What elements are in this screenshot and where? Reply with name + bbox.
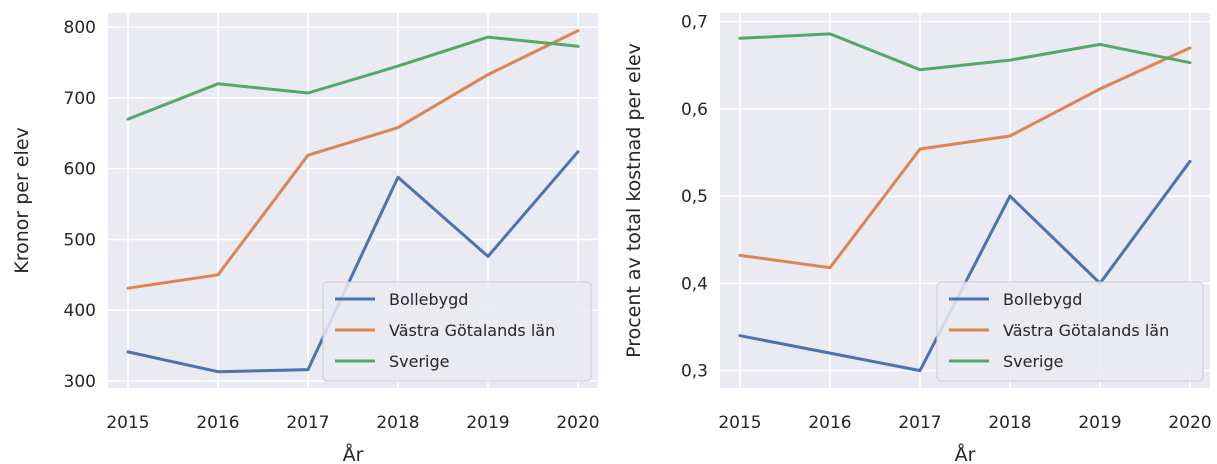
y-axis-label: Procent av total kostnad per elev bbox=[623, 43, 645, 358]
x-tick-label: 2015 bbox=[718, 413, 761, 433]
y-axis-label: Kronor per elev bbox=[11, 127, 33, 274]
legend-box bbox=[322, 281, 592, 382]
x-tick-label: 2017 bbox=[286, 413, 329, 433]
chart-panel-1: 2015 2016 2017 2018 2019 2020 300 400 500 600 700 8… bbox=[11, 13, 600, 464]
x-tick-label: 2020 bbox=[1168, 413, 1211, 433]
legend: Bollebygd Västra Götalands län Sverige bbox=[936, 281, 1204, 382]
legend-label: Västra Götalands län bbox=[389, 321, 555, 340]
x-axis-label: År bbox=[343, 443, 364, 464]
y-tick-label: 0,3 bbox=[681, 362, 708, 382]
y-tick-label: 0,5 bbox=[681, 187, 708, 207]
y-tick-label: 300 bbox=[64, 372, 96, 392]
legend-label: Sverige bbox=[1003, 352, 1064, 371]
y-tick-label: 800 bbox=[64, 18, 96, 38]
series-line-sverige bbox=[738, 32, 1192, 72]
x-tick-label: 2016 bbox=[196, 413, 239, 433]
legend-label: Bollebygd bbox=[389, 290, 468, 309]
series-line-bollebygd bbox=[126, 150, 580, 374]
x-tick-label: 2017 bbox=[898, 413, 941, 433]
chart-panel-2: 2015 2016 2017 2018 2019 2020 0,3 0,4 0,5 0,6 0,7 Å… bbox=[623, 13, 1212, 464]
y-tick-label: 0,6 bbox=[681, 100, 708, 120]
legend-label: Bollebygd bbox=[1003, 290, 1082, 309]
x-tick-label: 2018 bbox=[376, 413, 419, 433]
series-line-västra-götalands-län bbox=[738, 46, 1192, 270]
y-tick-label: 600 bbox=[64, 160, 96, 180]
y-tick-label: 700 bbox=[64, 89, 96, 109]
x-tick-label: 2016 bbox=[808, 413, 851, 433]
legend-label: Sverige bbox=[389, 352, 450, 371]
y-tick-label: 500 bbox=[64, 230, 96, 250]
x-tick-label: 2018 bbox=[988, 413, 1031, 433]
legend-label: Västra Götalands län bbox=[1003, 321, 1169, 340]
x-tick-label: 2019 bbox=[1078, 413, 1121, 433]
y-tick-label: 0,4 bbox=[681, 274, 708, 294]
y-tick-label: 0,7 bbox=[681, 13, 708, 33]
x-tick-label: 2019 bbox=[466, 413, 509, 433]
legend-box bbox=[936, 281, 1204, 382]
x-tick-label: 2015 bbox=[106, 413, 149, 433]
y-tick-label: 400 bbox=[64, 301, 96, 321]
x-tick-label: 2020 bbox=[556, 413, 599, 433]
x-axis-label: År bbox=[955, 443, 976, 464]
legend: Bollebygd Västra Götalands län Sverige bbox=[322, 281, 592, 382]
series-line-sverige bbox=[126, 35, 580, 121]
series-line-västra-götalands-län bbox=[126, 29, 580, 290]
